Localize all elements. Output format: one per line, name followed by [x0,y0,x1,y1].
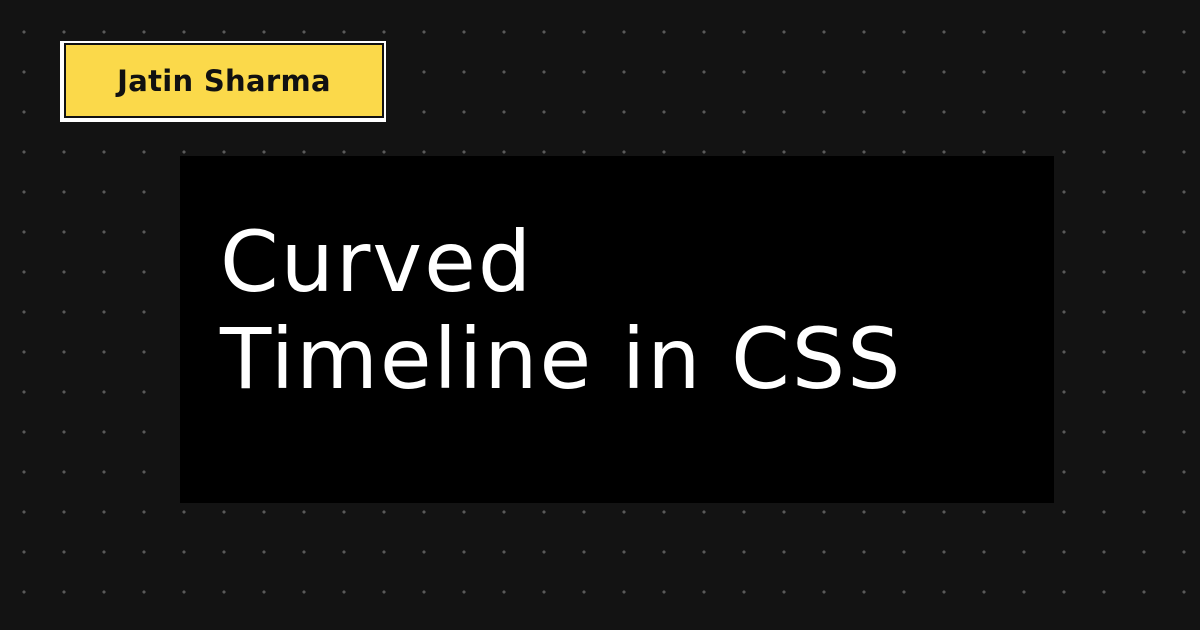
title-line-2: Timeline in CSS [220,310,903,408]
author-name: Jatin Sharma [117,63,331,98]
author-badge-face: Jatin Sharma [64,43,384,118]
page-title: Curved Timeline in CSS [220,214,902,408]
title-card: Curved Timeline in CSS [180,156,1054,503]
author-badge: Jatin Sharma [60,41,386,122]
title-line-1: Curved [220,213,534,311]
